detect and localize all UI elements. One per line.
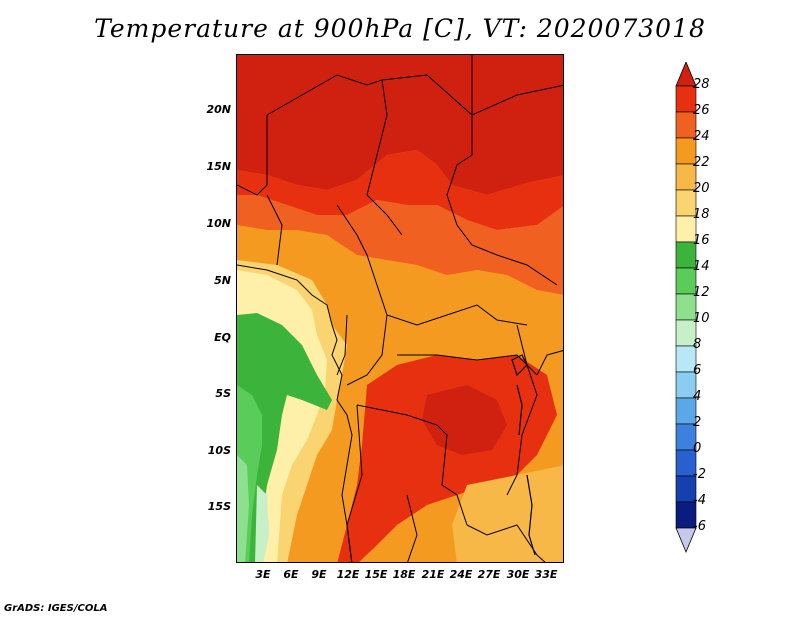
lat-tick-label: EQ [214, 331, 231, 344]
colorbar-level-label: 18 [693, 207, 710, 222]
field-26-28-north [237, 150, 563, 230]
colorbar-level-label: 24 [693, 129, 710, 144]
lon-tick-label: 6E [283, 568, 299, 581]
country-borders [237, 55, 563, 562]
field-8-10 [255, 485, 269, 562]
temperature-map [236, 54, 564, 563]
colorbar-level-label: 2 [693, 415, 702, 430]
lakes [511, 354, 536, 556]
colorbar-bottom-arrow [675, 527, 697, 554]
colorbar-level-label: 22 [693, 155, 710, 170]
field-28-plus-south [422, 385, 507, 455]
lon-tick-label: 27E [477, 568, 501, 581]
lat-tick-label: 20N [206, 103, 231, 116]
colorbar-level-label: 0 [693, 441, 702, 456]
lon-tick-label: 3E [255, 568, 271, 581]
colorbar-level-label: -4 [693, 493, 706, 508]
lat-tick-label: 5S [215, 387, 231, 400]
lat-tick-label: 15S [207, 500, 231, 513]
lat-tick-label: 10N [206, 217, 231, 230]
coastline [237, 264, 353, 562]
field-26-28-south [337, 355, 557, 562]
colorbar-level-label: 10 [693, 311, 710, 326]
colorbar-level-label: 20 [693, 181, 710, 196]
colorbar-level-label: 6 [693, 363, 702, 378]
lon-tick-label: 21E [421, 568, 445, 581]
lon-tick-label: 18E [392, 568, 416, 581]
field-20-22-southeast [452, 465, 563, 562]
colorbar-level-label: 28 [693, 77, 710, 92]
lat-tick-label: 15N [206, 160, 231, 173]
lon-tick-label: 9E [311, 568, 327, 581]
lon-tick-label: 24E [449, 568, 473, 581]
colorbar-level-label: 12 [693, 285, 710, 300]
colorbar-level-label: 8 [693, 337, 702, 352]
map-canvas [237, 55, 563, 562]
colorbar-level-label: 26 [693, 103, 710, 118]
lat-tick-label: 5N [214, 274, 231, 287]
colorbar-level-label: -6 [693, 519, 706, 534]
lat-tick-label: 10S [207, 444, 231, 457]
map-title: Temperature at 900hPa [C], VT: 202007301… [94, 14, 706, 43]
lon-tick-label: 12E [336, 568, 360, 581]
credit-text: GrADS: IGES/COLA [4, 603, 108, 614]
colorbar-level-label: -2 [693, 467, 706, 482]
field-10-12 [237, 455, 249, 562]
colorbar-level-label: 16 [693, 233, 710, 248]
lon-tick-label: 15E [364, 568, 388, 581]
colorbar-level-label: 14 [693, 259, 710, 274]
lon-tick-label: 33E [534, 568, 558, 581]
field-28-plus [237, 55, 563, 195]
colorbar [675, 62, 697, 554]
field-24-26-north [237, 195, 563, 295]
colorbar-level-label: 4 [693, 389, 702, 404]
lon-tick-label: 30E [506, 568, 530, 581]
